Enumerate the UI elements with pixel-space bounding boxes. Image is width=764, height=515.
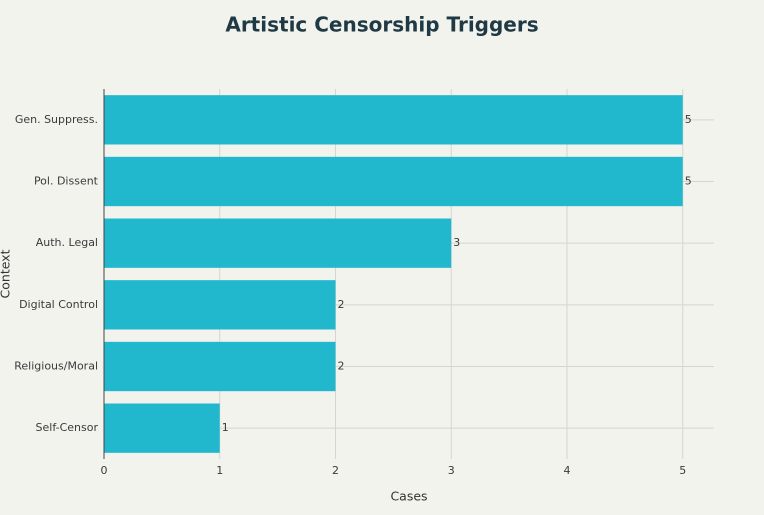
x-tick-label: 4 [563,464,570,477]
data-label: 5 [685,113,692,126]
data-label: 3 [453,236,460,249]
y-axis-title: Context [0,249,13,298]
data-label: 2 [337,360,344,373]
y-tick-label: Self-Censor [36,421,99,434]
chart-title: Artistic Censorship Triggers [225,13,538,37]
x-axis-title: Cases [390,489,427,504]
bar [104,341,336,392]
data-label: 1 [222,421,229,434]
y-tick-label: Auth. Legal [36,236,98,249]
y-tick-label: Religious/Moral [14,360,98,373]
y-tick-label: Pol. Dissent [34,175,99,188]
x-tick-label: 3 [448,464,455,477]
data-label: 2 [337,298,344,311]
data-label: 5 [685,175,692,188]
bar [104,218,452,268]
bar [104,156,683,207]
bar [104,403,220,453]
x-tick-label: 1 [216,464,223,477]
bar [104,95,683,145]
y-tick-label: Gen. Suppress. [15,113,98,126]
bar [104,280,336,330]
y-tick-label: Digital Control [19,298,98,311]
x-tick-label: 5 [679,464,686,477]
x-tick-label: 2 [332,464,339,477]
x-tick-label: 0 [101,464,108,477]
